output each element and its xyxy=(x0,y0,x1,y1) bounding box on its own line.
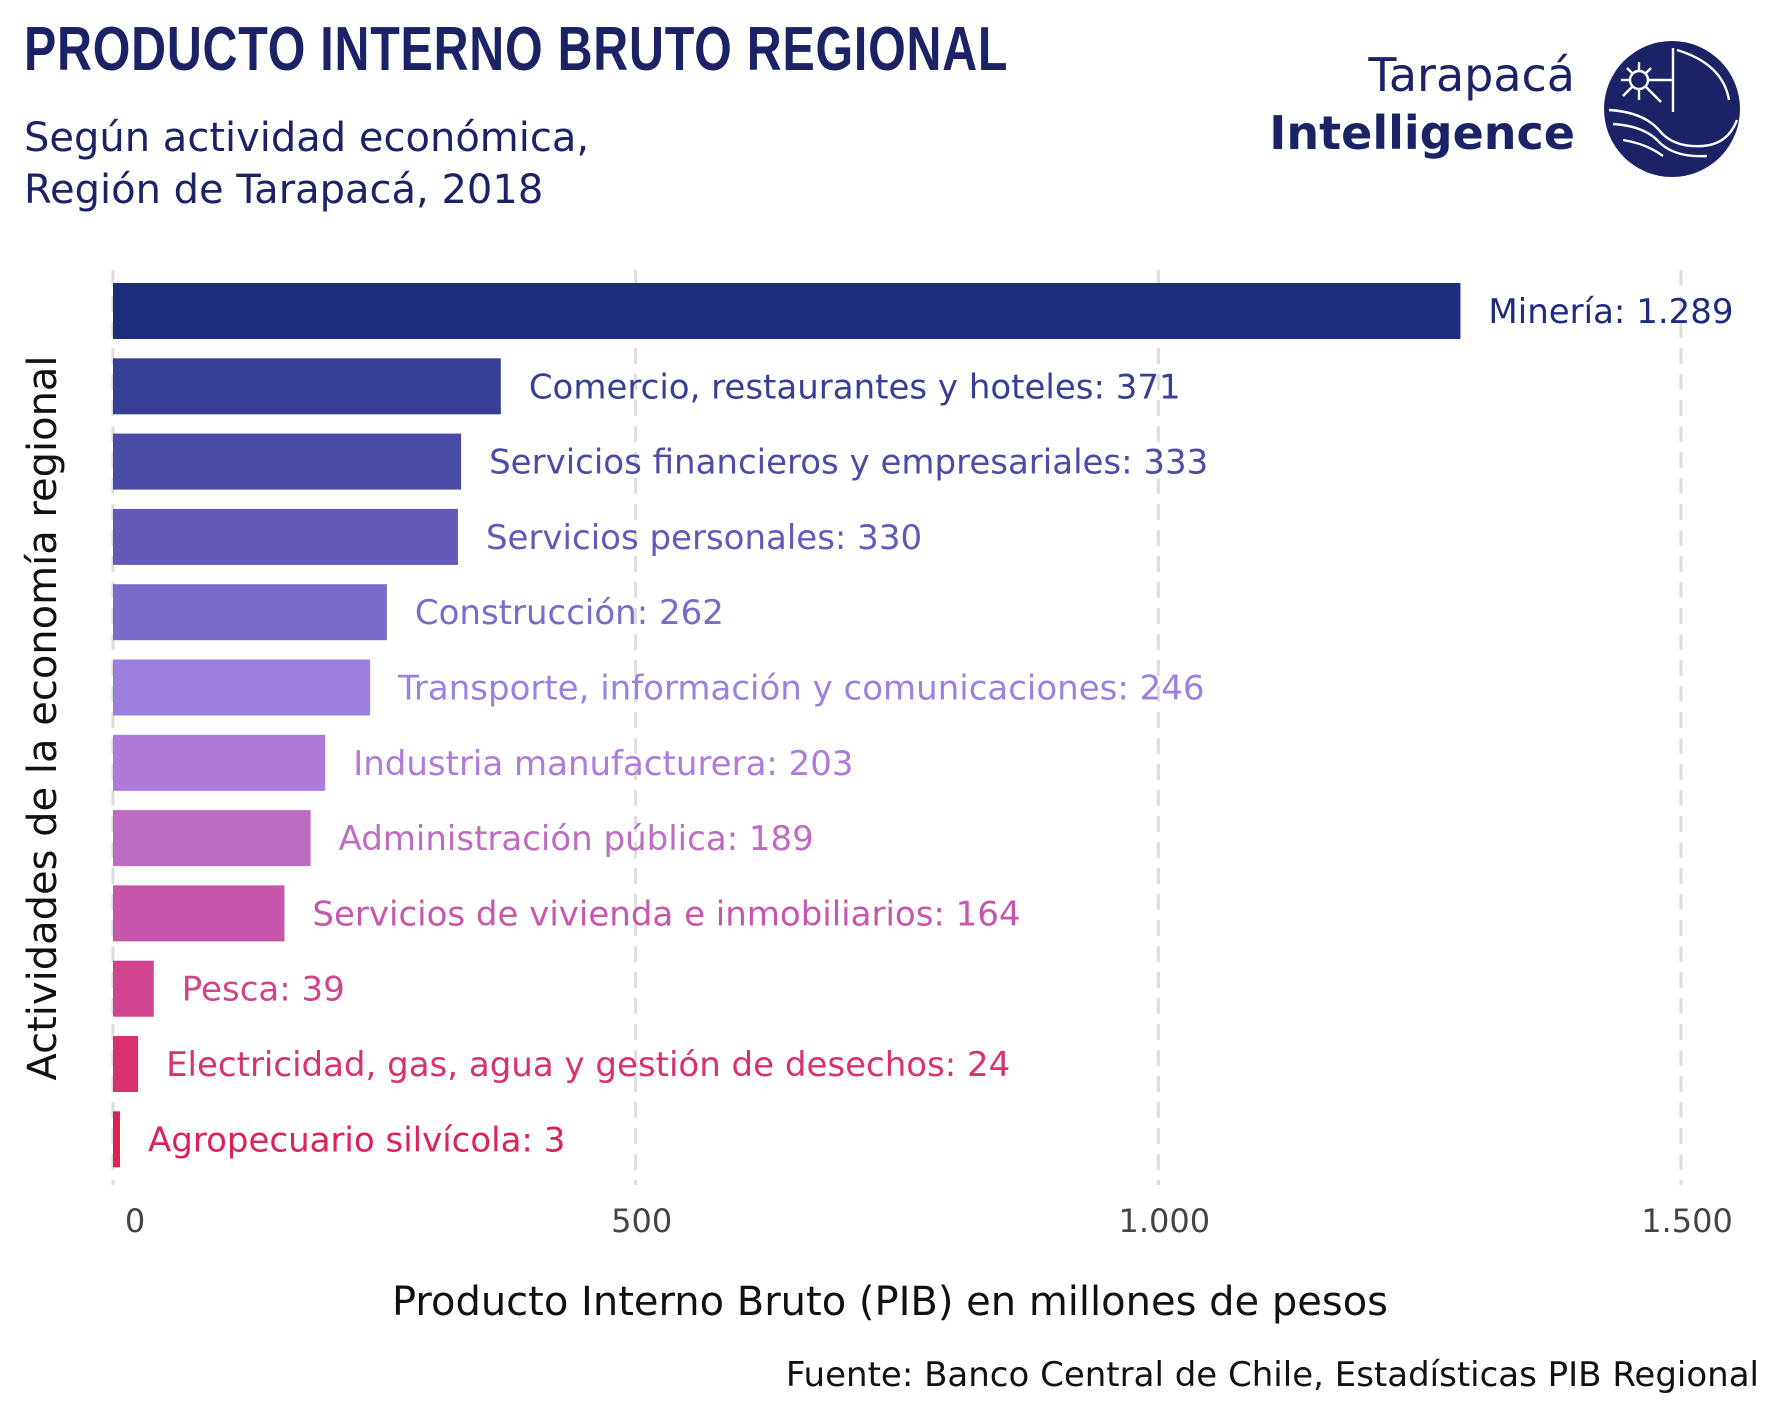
bar-data-label: Administración pública: 189 xyxy=(339,819,814,859)
x-axis-ticks: 0 500 1.000 1.500 xyxy=(125,1202,1733,1240)
bar-data-label: Construcción: 262 xyxy=(415,593,724,633)
bar-data-label: Electricidad, gas, agua y gestión de des… xyxy=(166,1045,1010,1085)
grid-lines xyxy=(111,270,1683,1185)
bar-data-label: Industria manufacturera: 203 xyxy=(353,744,853,784)
bar-chart: Minería: 1.289 Comercio, restaurantes y h… xyxy=(20,270,1734,1325)
subtitle-line-2: Región de Tarapacá, 2018 xyxy=(24,167,544,213)
chart-subtitle: Según actividad económica, Región de Tar… xyxy=(24,112,589,216)
bar-data-label: Transporte, información y comunicaciones… xyxy=(397,669,1204,709)
brand-name-line-1: Tarapacá xyxy=(1368,48,1575,102)
bar xyxy=(113,960,154,1017)
bar xyxy=(113,810,311,867)
bar-data-label: Servicios financieros y empresariales: 3… xyxy=(489,443,1208,483)
bar-series xyxy=(113,283,1461,1168)
bar-data-label: Minería: 1.289 xyxy=(1488,292,1733,332)
bar xyxy=(113,885,285,942)
globe-sunrise-icon xyxy=(1604,41,1740,177)
bar-data-label: Agropecuario silvícola: 3 xyxy=(148,1120,565,1160)
source-note: Fuente: Banco Central de Chile, Estadíst… xyxy=(785,1355,1759,1395)
bar-labels: Minería: 1.289 Comercio, restaurantes y h… xyxy=(148,292,1734,1160)
brand-name-line-2: Intelligence xyxy=(1269,106,1575,160)
x-tick-label: 1.000 xyxy=(1119,1202,1211,1240)
bar-data-label: Comercio, restaurantes y hoteles: 371 xyxy=(529,367,1181,407)
bar xyxy=(113,283,1461,339)
bar-data-label: Servicios de vivienda e inmobiliarios: 1… xyxy=(312,894,1020,934)
bar xyxy=(113,1036,139,1092)
subtitle-line-1: Según actividad económica, xyxy=(24,115,590,161)
x-axis-title: Producto Interno Bruto (PIB) en millones… xyxy=(392,1279,1388,1325)
chart-title: PRODUCTO INTERNO BRUTO REGIONAL xyxy=(24,15,1009,84)
bar xyxy=(113,358,501,415)
bar xyxy=(113,584,387,641)
bar xyxy=(113,1111,120,1168)
x-tick-label: 1.500 xyxy=(1641,1202,1733,1240)
x-tick-label: 500 xyxy=(611,1202,672,1240)
bar-data-label: Pesca: 39 xyxy=(182,970,345,1010)
bar xyxy=(113,508,458,565)
y-axis-title: Actividades de la economía regional xyxy=(20,355,66,1080)
x-tick-label: 0 xyxy=(125,1202,145,1240)
brand-logo-text: Tarapacá Intelligence xyxy=(1269,46,1575,162)
bar xyxy=(113,659,371,716)
bar-data-label: Servicios personales: 330 xyxy=(486,518,922,558)
bar xyxy=(113,433,462,490)
bar xyxy=(113,734,326,791)
